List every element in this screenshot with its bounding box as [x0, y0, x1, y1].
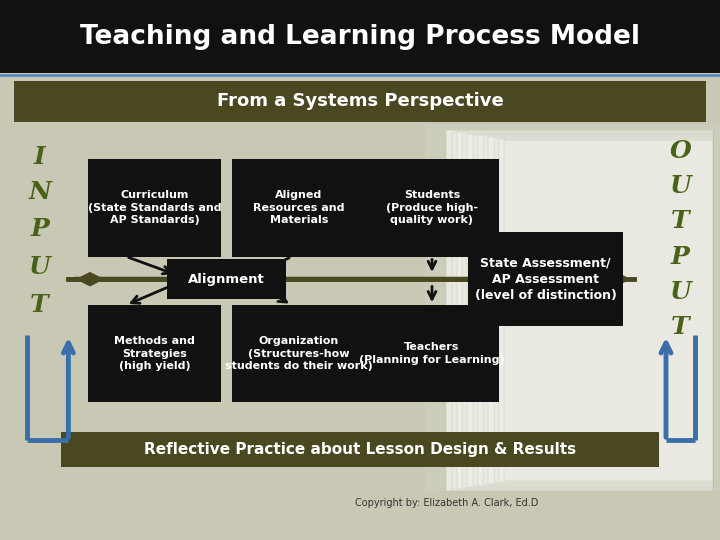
FancyBboxPatch shape	[493, 138, 713, 483]
Text: T: T	[671, 210, 690, 233]
FancyBboxPatch shape	[462, 132, 713, 489]
FancyBboxPatch shape	[89, 305, 222, 402]
Polygon shape	[77, 273, 103, 286]
FancyBboxPatch shape	[167, 259, 287, 299]
Text: Teaching and Learning Process Model: Teaching and Learning Process Model	[80, 24, 640, 50]
Text: Aligned
Resources and
Materials: Aligned Resources and Materials	[253, 191, 345, 225]
Text: Students
(Produce high-
quality work): Students (Produce high- quality work)	[386, 191, 478, 225]
FancyBboxPatch shape	[467, 133, 713, 488]
FancyBboxPatch shape	[232, 305, 366, 402]
Text: P: P	[30, 218, 49, 241]
FancyBboxPatch shape	[483, 137, 713, 484]
Text: O: O	[670, 139, 691, 163]
Text: Organization
(Structures-how
students do their work): Organization (Structures-how students do…	[225, 336, 373, 371]
FancyBboxPatch shape	[478, 136, 713, 485]
FancyBboxPatch shape	[89, 159, 222, 256]
Text: N: N	[28, 180, 51, 204]
Text: Teachers
(Planning for Learning): Teachers (Planning for Learning)	[359, 342, 505, 365]
FancyBboxPatch shape	[446, 130, 713, 491]
Text: T: T	[30, 293, 49, 317]
Text: Reflective Practice about Lesson Design & Results: Reflective Practice about Lesson Design …	[144, 442, 576, 457]
FancyBboxPatch shape	[425, 124, 720, 491]
Text: P: P	[671, 245, 690, 268]
Text: I: I	[34, 145, 45, 168]
Text: Methods and
Strategies
(high yield): Methods and Strategies (high yield)	[114, 336, 195, 371]
Text: U: U	[670, 280, 691, 303]
FancyBboxPatch shape	[504, 140, 713, 481]
FancyBboxPatch shape	[365, 159, 498, 256]
FancyBboxPatch shape	[365, 305, 498, 402]
Text: Alignment: Alignment	[189, 273, 265, 286]
FancyBboxPatch shape	[457, 132, 713, 489]
Text: Curriculum
(State Standards and
AP Standards): Curriculum (State Standards and AP Stand…	[88, 191, 222, 225]
FancyBboxPatch shape	[472, 134, 713, 487]
Text: From a Systems Perspective: From a Systems Perspective	[217, 92, 503, 110]
Text: State Assessment/
AP Assessment
(level of distinction): State Assessment/ AP Assessment (level o…	[474, 256, 617, 302]
FancyBboxPatch shape	[468, 232, 623, 326]
FancyBboxPatch shape	[451, 131, 713, 490]
Text: T: T	[671, 315, 690, 339]
FancyBboxPatch shape	[232, 159, 366, 256]
FancyBboxPatch shape	[14, 81, 706, 122]
Text: Copyright by: Elizabeth A. Clark, Ed.D: Copyright by: Elizabeth A. Clark, Ed.D	[355, 498, 538, 508]
FancyBboxPatch shape	[499, 139, 713, 482]
FancyBboxPatch shape	[488, 138, 713, 483]
Text: U: U	[670, 174, 691, 198]
FancyBboxPatch shape	[0, 0, 720, 73]
FancyBboxPatch shape	[61, 432, 659, 467]
Text: U: U	[29, 255, 50, 279]
